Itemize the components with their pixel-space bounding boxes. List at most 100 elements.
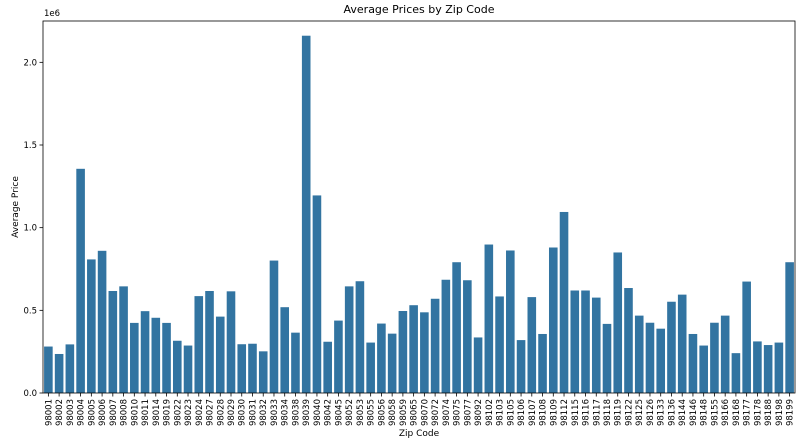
bar-98006 — [97, 250, 107, 393]
bar-98117 — [591, 297, 601, 393]
x-tick-label: 98115 — [571, 399, 581, 426]
x-tick-label: 98022 — [173, 399, 183, 426]
y-tick-label: 0.0 — [23, 389, 37, 399]
x-tick-label: 98059 — [399, 399, 409, 426]
x-tick-label: 98133 — [657, 399, 667, 426]
bar-98023 — [183, 345, 193, 393]
x-tick-label: 98199 — [786, 399, 796, 426]
x-tick-label: 98144 — [678, 399, 688, 426]
y-ticks-group: 0.0 0.5 1.0 1.5 2.0 — [23, 58, 43, 399]
bar-98052 — [344, 286, 354, 393]
x-tick-label: 98032 — [259, 399, 269, 426]
bar-98133 — [656, 328, 666, 393]
x-tick-label: 98105 — [506, 399, 516, 426]
bar-98148 — [699, 345, 708, 393]
bar-98008 — [119, 286, 128, 393]
x-ticks-group: 98001 98002 98003 98004 98005 98006 98007 98008… — [44, 393, 796, 426]
bar-98034 — [280, 307, 290, 393]
x-tick-label: 98146 — [689, 399, 699, 426]
bar-98122 — [624, 288, 633, 393]
bar-98155 — [710, 322, 719, 393]
bar-98072 — [430, 298, 440, 393]
x-tick-label: 98070 — [420, 399, 430, 426]
x-tick-label: 98103 — [496, 399, 506, 426]
bar-98001 — [44, 346, 53, 393]
x-tick-label: 98092 — [474, 399, 484, 426]
x-tick-label: 98045 — [334, 399, 344, 426]
bar-98115 — [570, 290, 580, 393]
bar-98019 — [162, 322, 171, 393]
bar-98107 — [527, 297, 537, 393]
bar-98125 — [634, 315, 644, 393]
bar-98118 — [602, 323, 612, 393]
x-tick-label: 98055 — [367, 399, 377, 426]
bar-98029 — [226, 291, 236, 393]
bar-98053 — [355, 281, 365, 393]
bar-98042 — [323, 341, 332, 393]
bar-98116 — [581, 290, 590, 393]
x-tick-label: 98039 — [302, 399, 312, 426]
bar-98032 — [258, 351, 268, 393]
x-tick-label: 98075 — [453, 399, 463, 426]
x-tick-label: 98053 — [356, 399, 366, 426]
bar-98177 — [742, 281, 751, 393]
x-tick-label: 98011 — [141, 399, 151, 426]
bar-98103 — [495, 296, 504, 393]
x-tick-label: 98029 — [227, 399, 237, 426]
bar-98168 — [731, 353, 741, 393]
y-tick-label: 0.5 — [23, 306, 37, 316]
x-tick-label: 98002 — [55, 399, 65, 426]
bar-98126 — [645, 322, 655, 393]
bar-98031 — [248, 343, 257, 393]
x-tick-label: 98118 — [603, 399, 613, 426]
x-tick-label: 98122 — [624, 399, 634, 426]
bar-98003 — [65, 344, 75, 393]
bar-98112 — [559, 211, 569, 393]
y-tick-label: 2.0 — [23, 58, 37, 68]
bar-98075 — [452, 262, 461, 393]
x-tick-label: 98109 — [549, 399, 559, 426]
x-tick-label: 98007 — [109, 399, 119, 426]
x-tick-label: 98126 — [646, 399, 656, 426]
x-tick-label: 98005 — [87, 399, 97, 426]
bars-group — [44, 35, 794, 394]
x-tick-label: 98072 — [431, 399, 441, 426]
bar-98178 — [753, 341, 762, 393]
bar-98027 — [205, 290, 214, 393]
bar-98024 — [194, 296, 204, 393]
y-axis-offset-label: 1e6 — [44, 9, 60, 19]
x-tick-label: 98004 — [77, 399, 87, 426]
x-tick-label: 98030 — [238, 399, 248, 426]
x-tick-label: 98198 — [775, 399, 785, 426]
x-tick-label: 98001 — [44, 399, 54, 426]
x-tick-label: 98040 — [313, 399, 323, 426]
bar-98002 — [54, 353, 64, 393]
bar-98102 — [484, 244, 494, 393]
bar-98056 — [377, 323, 386, 393]
bar-98144 — [677, 294, 687, 393]
bar-98146 — [688, 333, 698, 393]
bar-98059 — [398, 310, 408, 393]
x-tick-label: 98136 — [667, 399, 677, 426]
x-tick-label: 98117 — [592, 399, 602, 426]
x-tick-label: 98052 — [345, 399, 355, 426]
bar-98136 — [667, 301, 676, 393]
bar-98058 — [387, 333, 397, 393]
bar-98033 — [269, 260, 279, 393]
bar-98199 — [785, 262, 794, 393]
bar-98166 — [720, 315, 730, 393]
bar-98040 — [312, 195, 322, 393]
x-tick-label: 98065 — [410, 399, 420, 426]
bar-98005 — [87, 259, 96, 393]
x-tick-label: 98006 — [98, 399, 108, 426]
bar-98055 — [366, 342, 375, 393]
x-tick-label: 98148 — [700, 399, 710, 426]
x-tick-label: 98027 — [206, 399, 216, 426]
bar-98077 — [463, 280, 472, 393]
bar-98092 — [473, 337, 483, 393]
x-tick-label: 98074 — [442, 399, 452, 426]
x-tick-label: 98031 — [248, 399, 258, 426]
bar-98109 — [548, 247, 558, 393]
x-tick-label: 98010 — [130, 399, 140, 426]
